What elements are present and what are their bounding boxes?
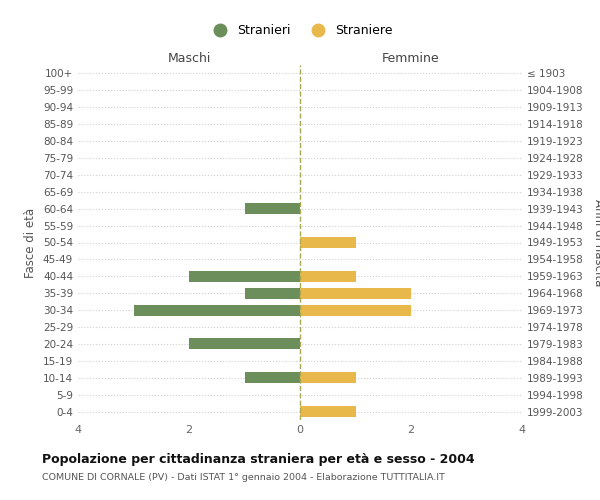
Text: COMUNE DI CORNALE (PV) - Dati ISTAT 1° gennaio 2004 - Elaborazione TUTTITALIA.IT: COMUNE DI CORNALE (PV) - Dati ISTAT 1° g…	[42, 472, 445, 482]
Bar	[300, 288, 411, 298]
Bar	[245, 288, 300, 298]
Bar	[300, 372, 355, 383]
Text: Maschi: Maschi	[167, 52, 211, 65]
Bar	[300, 406, 355, 417]
Y-axis label: Fasce di età: Fasce di età	[25, 208, 37, 278]
Bar	[133, 304, 300, 316]
Bar	[245, 372, 300, 383]
Bar	[189, 271, 300, 282]
Bar	[300, 304, 411, 316]
Bar	[300, 237, 355, 248]
Legend: Stranieri, Straniere: Stranieri, Straniere	[205, 22, 395, 40]
Text: Femmine: Femmine	[382, 52, 440, 65]
Text: Popolazione per cittadinanza straniera per età e sesso - 2004: Popolazione per cittadinanza straniera p…	[42, 452, 475, 466]
Bar	[245, 203, 300, 214]
Bar	[300, 271, 355, 282]
Bar	[189, 338, 300, 349]
Y-axis label: Anni di nascita: Anni di nascita	[592, 199, 600, 286]
